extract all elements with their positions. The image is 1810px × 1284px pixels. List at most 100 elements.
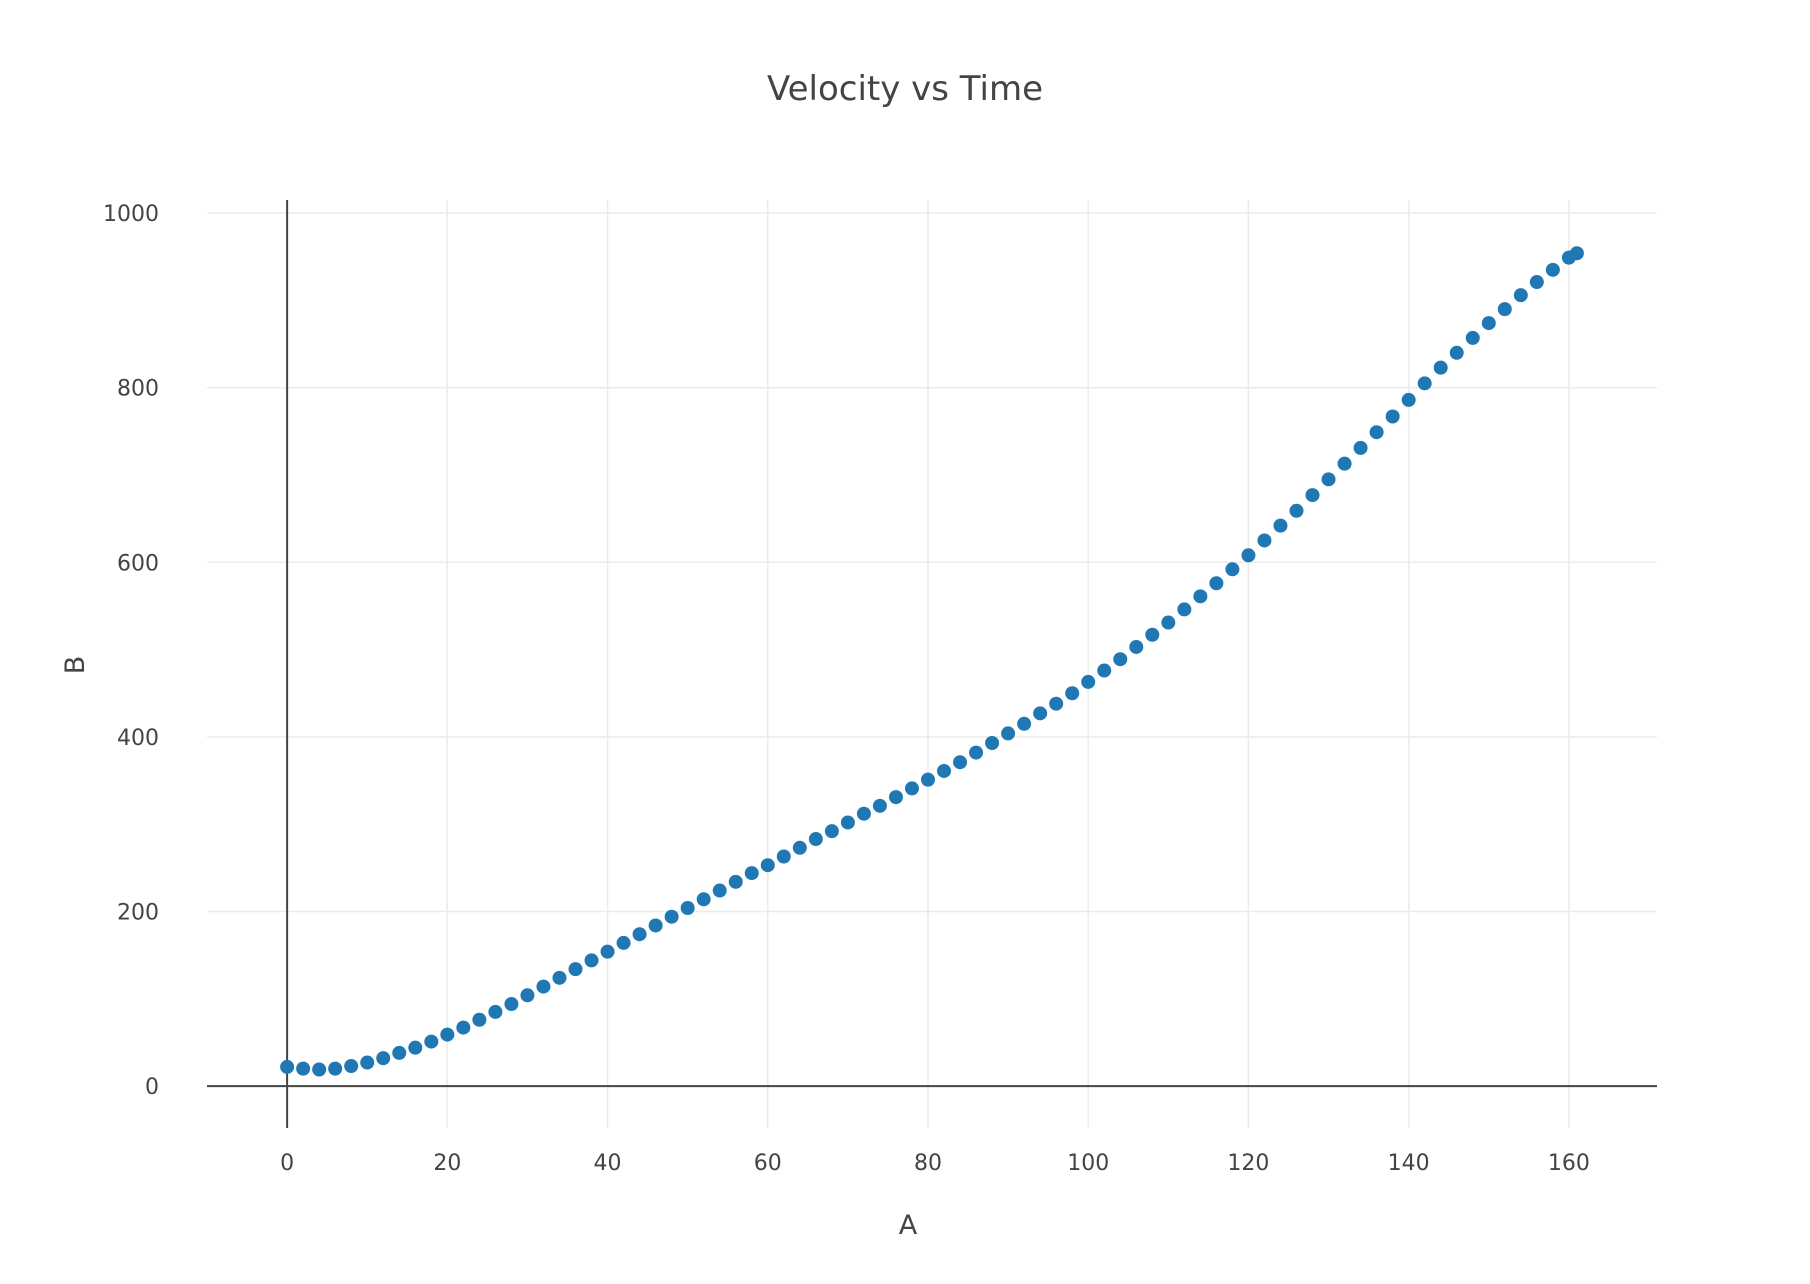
data-point[interactable] <box>664 909 679 924</box>
data-point[interactable] <box>760 858 775 873</box>
data-point[interactable] <box>1017 716 1032 731</box>
data-point[interactable] <box>1321 472 1336 487</box>
data-point[interactable] <box>1225 562 1240 577</box>
data-point[interactable] <box>953 755 968 770</box>
data-point[interactable] <box>808 832 823 847</box>
y-tick-label: 0 <box>145 1075 159 1100</box>
data-point[interactable] <box>424 1034 439 1049</box>
data-point[interactable] <box>985 736 1000 751</box>
x-tick-label: 160 <box>1548 1151 1590 1176</box>
data-point[interactable] <box>1065 686 1080 701</box>
data-point[interactable] <box>856 806 871 821</box>
data-point[interactable] <box>440 1027 455 1042</box>
data-point[interactable] <box>648 918 663 933</box>
data-point[interactable] <box>616 935 631 950</box>
data-point[interactable] <box>680 901 695 916</box>
data-point[interactable] <box>920 772 935 787</box>
y-tick-label: 800 <box>117 377 159 402</box>
x-tick-label: 40 <box>594 1151 622 1176</box>
data-point[interactable] <box>1481 316 1496 331</box>
data-point[interactable] <box>1273 518 1288 533</box>
data-point[interactable] <box>1337 456 1352 471</box>
data-point[interactable] <box>312 1062 327 1077</box>
data-point[interactable] <box>1513 288 1528 303</box>
data-point[interactable] <box>568 962 583 977</box>
data-point[interactable] <box>504 997 519 1012</box>
data-point[interactable] <box>1161 615 1176 630</box>
data-point[interactable] <box>872 798 887 813</box>
data-point[interactable] <box>1433 360 1448 375</box>
data-point[interactable] <box>1257 533 1272 548</box>
data-point[interactable] <box>937 763 952 778</box>
data-point[interactable] <box>728 874 743 889</box>
data-point[interactable] <box>632 927 647 942</box>
y-tick-label: 600 <box>117 551 159 576</box>
data-point[interactable] <box>888 790 903 805</box>
data-point[interactable] <box>536 979 551 994</box>
data-point[interactable] <box>552 970 567 985</box>
data-point[interactable] <box>1113 652 1128 667</box>
x-tick-label: 120 <box>1227 1151 1269 1176</box>
data-point[interactable] <box>1145 627 1160 642</box>
data-point[interactable] <box>904 781 919 796</box>
zero-lines <box>207 200 1657 1128</box>
data-point[interactable] <box>1177 602 1192 617</box>
y-tick-label: 400 <box>117 726 159 751</box>
data-point[interactable] <box>1209 576 1224 591</box>
data-point[interactable] <box>1097 663 1112 678</box>
data-point[interactable] <box>408 1040 423 1055</box>
data-point[interactable] <box>744 866 759 881</box>
data-point[interactable] <box>392 1045 407 1060</box>
data-point[interactable] <box>584 953 599 968</box>
data-point[interactable] <box>280 1059 295 1074</box>
data-point[interactable] <box>969 745 984 760</box>
data-point[interactable] <box>1529 275 1544 290</box>
data-point[interactable] <box>1569 246 1584 261</box>
data-point[interactable] <box>1449 345 1464 360</box>
data-point[interactable] <box>456 1020 471 1035</box>
y-axis-title: B <box>60 656 91 675</box>
data-point[interactable] <box>1049 696 1064 711</box>
data-point[interactable] <box>1305 488 1320 503</box>
data-point[interactable] <box>696 892 711 907</box>
data-point[interactable] <box>472 1012 487 1027</box>
data-point[interactable] <box>824 824 839 839</box>
data-point[interactable] <box>1353 440 1368 455</box>
grid-lines <box>207 200 1657 1128</box>
x-tick-label: 140 <box>1388 1151 1430 1176</box>
data-point[interactable] <box>1417 376 1432 391</box>
data-point[interactable] <box>520 988 535 1003</box>
y-tick-label: 1000 <box>103 202 159 227</box>
data-point[interactable] <box>1033 706 1048 721</box>
data-point[interactable] <box>360 1055 375 1070</box>
data-point[interactable] <box>1385 409 1400 424</box>
data-point[interactable] <box>344 1059 359 1074</box>
data-point[interactable] <box>296 1061 311 1076</box>
data-point[interactable] <box>1401 392 1416 407</box>
data-point[interactable] <box>1465 330 1480 345</box>
chart-title: Velocity vs Time <box>767 69 1043 109</box>
data-point[interactable] <box>1545 262 1560 277</box>
data-point[interactable] <box>328 1061 343 1076</box>
data-point[interactable] <box>488 1004 503 1019</box>
data-point[interactable] <box>840 815 855 830</box>
data-point[interactable] <box>792 840 807 855</box>
data-point[interactable] <box>712 883 727 898</box>
data-point[interactable] <box>1193 589 1208 604</box>
data-point[interactable] <box>1241 548 1256 563</box>
x-tick-label: 0 <box>280 1151 294 1176</box>
data-point[interactable] <box>1497 302 1512 317</box>
data-point[interactable] <box>1129 639 1144 654</box>
data-point[interactable] <box>1001 726 1016 741</box>
data-point[interactable] <box>1081 674 1096 689</box>
data-point[interactable] <box>600 944 615 959</box>
y-tick-label: 200 <box>117 900 159 925</box>
data-point[interactable] <box>1369 425 1384 440</box>
data-point[interactable] <box>376 1051 391 1066</box>
x-tick-label: 20 <box>433 1151 461 1176</box>
data-points <box>280 246 1584 1077</box>
data-point[interactable] <box>776 849 791 864</box>
data-point[interactable] <box>1289 503 1304 518</box>
